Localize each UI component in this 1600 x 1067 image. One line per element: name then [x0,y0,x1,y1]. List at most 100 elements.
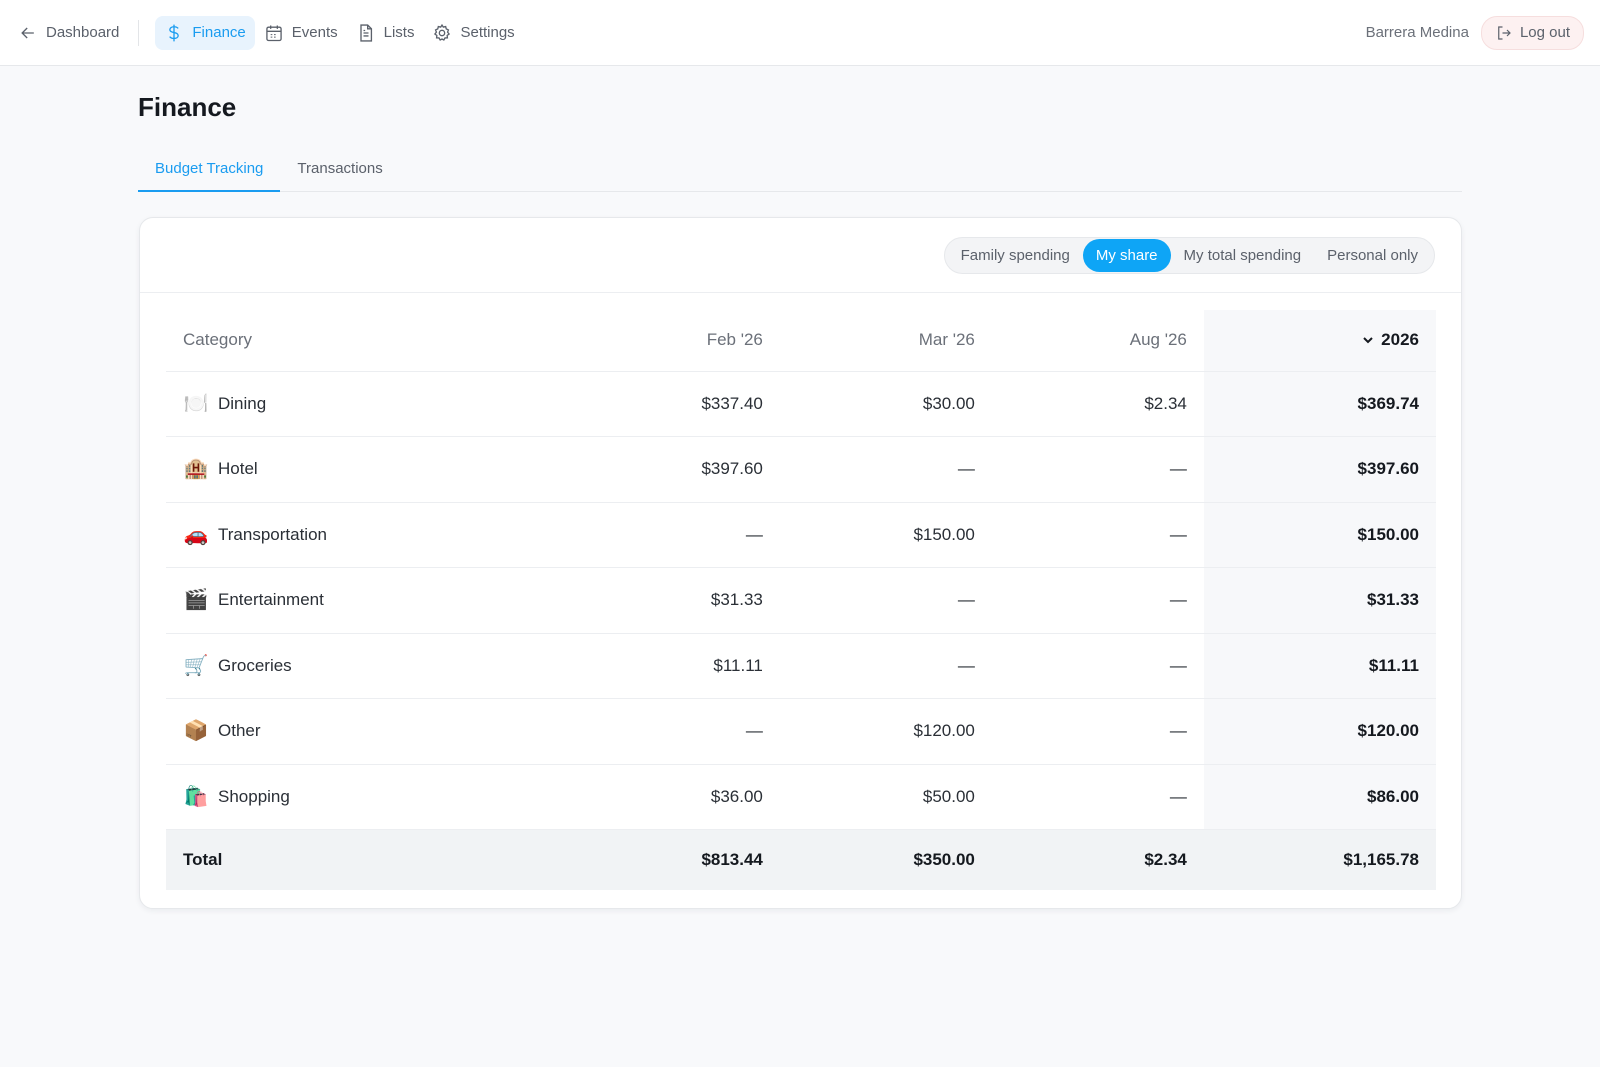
filter-personal-only[interactable]: Personal only [1327,247,1418,264]
cell-amount: $50.00 [779,764,992,830]
category-name: Transportation [218,524,327,544]
cell-amount: $30.00 [779,371,992,437]
nav-left: Dashboard Finance Events Lists Settings [18,0,524,65]
cell-year-total: $86.00 [1203,764,1436,830]
entertainment-icon: 🎬 [183,589,209,612]
nav-finance[interactable]: Finance [155,15,255,50]
nav-settings[interactable]: Settings [423,16,523,50]
budget-table: Category Feb '26 Mar '26 Aug '26 2026 🍽️… [166,310,1436,890]
category-name: Hotel [218,459,258,479]
total-amount: $2.34 [991,829,1204,890]
cell-category: 🏨 Hotel [166,436,557,503]
cell-year-total: $397.60 [1203,436,1436,503]
category-name: Other [218,721,261,741]
tab-budget-tracking[interactable]: Budget Tracking [138,150,281,192]
cell-category: 🚗 Transportation [166,502,557,568]
back-label: Dashboard [46,24,120,41]
filter-my-share[interactable]: My share [1082,239,1171,272]
transportation-icon: 🚗 [183,523,209,546]
document-icon [359,23,372,42]
category-name: Dining [218,393,267,413]
total-row: Total $813.44 $350.00 $2.34 $1,165.78 [166,829,1436,890]
shopping-icon: 🛍️ [183,785,209,808]
cell-year-total: $120.00 [1203,698,1436,765]
header-month[interactable]: Aug '26 [991,310,1204,372]
nav-settings-label: Settings [460,24,515,41]
cell-amount: $337.40 [556,371,780,437]
cell-amount: $11.11 [556,633,780,699]
cell-amount: — [991,502,1204,568]
table-row[interactable]: 📦 Other — $120.00— $120.00 [166,698,1436,765]
cell-amount: $36.00 [556,764,780,830]
tab-transactions[interactable]: Transactions [297,160,383,177]
cell-amount: — [779,633,992,699]
gear-icon [434,23,451,41]
spending-filter: Family spending My share My total spendi… [943,237,1435,274]
table-row[interactable]: 🛒 Groceries $11.11— — $11.11 [166,633,1436,699]
cell-category: 🛒 Groceries [166,633,557,699]
header-month[interactable]: Feb '26 [556,310,780,372]
nav-events[interactable]: Events [255,16,347,50]
header-year-toggle[interactable]: 2026 [1203,310,1436,372]
table-row[interactable]: 🎬 Entertainment $31.33— — $31.33 [166,567,1436,634]
nav-finance-label: Finance [192,24,246,41]
username: Barrera Medina [1365,24,1469,41]
budget-card: Family spending My share My total spendi… [139,217,1462,909]
table-row[interactable]: 🍽️ Dining $337.40 $30.00 $2.34 $369.74 [166,371,1436,437]
total-amount: $350.00 [779,829,992,890]
table-header-row: Category Feb '26 Mar '26 Aug '26 2026 [166,310,1436,372]
cell-amount: — [991,567,1204,634]
table-row[interactable]: 🏨 Hotel $397.60— — $397.60 [166,436,1436,503]
table-row[interactable]: 🛍️ Shopping $36.00 $50.00— $86.00 [166,764,1436,830]
nav-divider [138,19,140,46]
cell-category: 📦 Other [166,698,557,765]
nav-right: Barrera Medina Log out [1365,15,1584,50]
filter-family-spending[interactable]: Family spending [960,247,1070,264]
logout-label: Log out [1519,24,1570,41]
cell-amount: $397.60 [556,436,780,503]
cell-amount: — [991,698,1204,765]
total-label: Total [166,829,557,890]
groceries-icon: 🛒 [183,654,209,677]
header-category: Category [166,310,557,372]
cell-amount: — [991,436,1204,503]
top-nav: Dashboard Finance Events Lists Settings … [0,0,1600,66]
cell-year-total: $31.33 [1203,567,1436,634]
category-name: Groceries [218,655,292,675]
chevron-down-icon [1363,337,1373,344]
cell-year-total: $369.74 [1203,371,1436,437]
cell-amount: $120.00 [779,698,992,765]
cell-category: 🎬 Entertainment [166,567,557,634]
dining-icon: 🍽️ [183,392,209,415]
total-amount: $813.44 [556,829,780,890]
cell-amount: — [991,633,1204,699]
cell-year-total: $11.11 [1203,633,1436,699]
nav-lists-label: Lists [383,24,415,41]
table-body: 🍽️ Dining $337.40 $30.00 $2.34 $369.74 🏨 Hotel $… [166,371,1436,890]
cell-amount: $2.34 [991,371,1204,437]
cell-amount: — [991,764,1204,830]
cell-year-total: $150.00 [1203,502,1436,568]
category-name: Entertainment [218,590,324,610]
finance-tabs: Budget Tracking Transactions [138,150,1462,192]
cell-amount: — [556,502,780,568]
calendar-icon [266,25,282,41]
hotel-icon: 🏨 [183,458,209,481]
logout-button[interactable]: Log out [1480,15,1584,50]
grand-total: $1,165.78 [1203,829,1436,890]
header-month[interactable]: Mar '26 [779,310,992,372]
filter-my-total-spending[interactable]: My total spending [1183,247,1302,264]
nav-lists[interactable]: Lists [347,16,424,50]
dollar-icon [169,24,180,41]
cell-amount: $150.00 [779,502,992,568]
page-title: Finance [138,92,237,122]
header-year-label: 2026 [1381,329,1419,349]
table-row[interactable]: 🚗 Transportation — $150.00— $150.00 [166,502,1436,568]
category-name: Shopping [218,786,290,806]
back-to-dashboard-link[interactable]: Dashboard [18,16,128,50]
nav-events-label: Events [291,24,338,41]
cell-amount: — [779,567,992,634]
arrow-left-icon [21,27,34,38]
cell-category: 🍽️ Dining [166,371,557,437]
cell-amount: — [556,698,780,765]
